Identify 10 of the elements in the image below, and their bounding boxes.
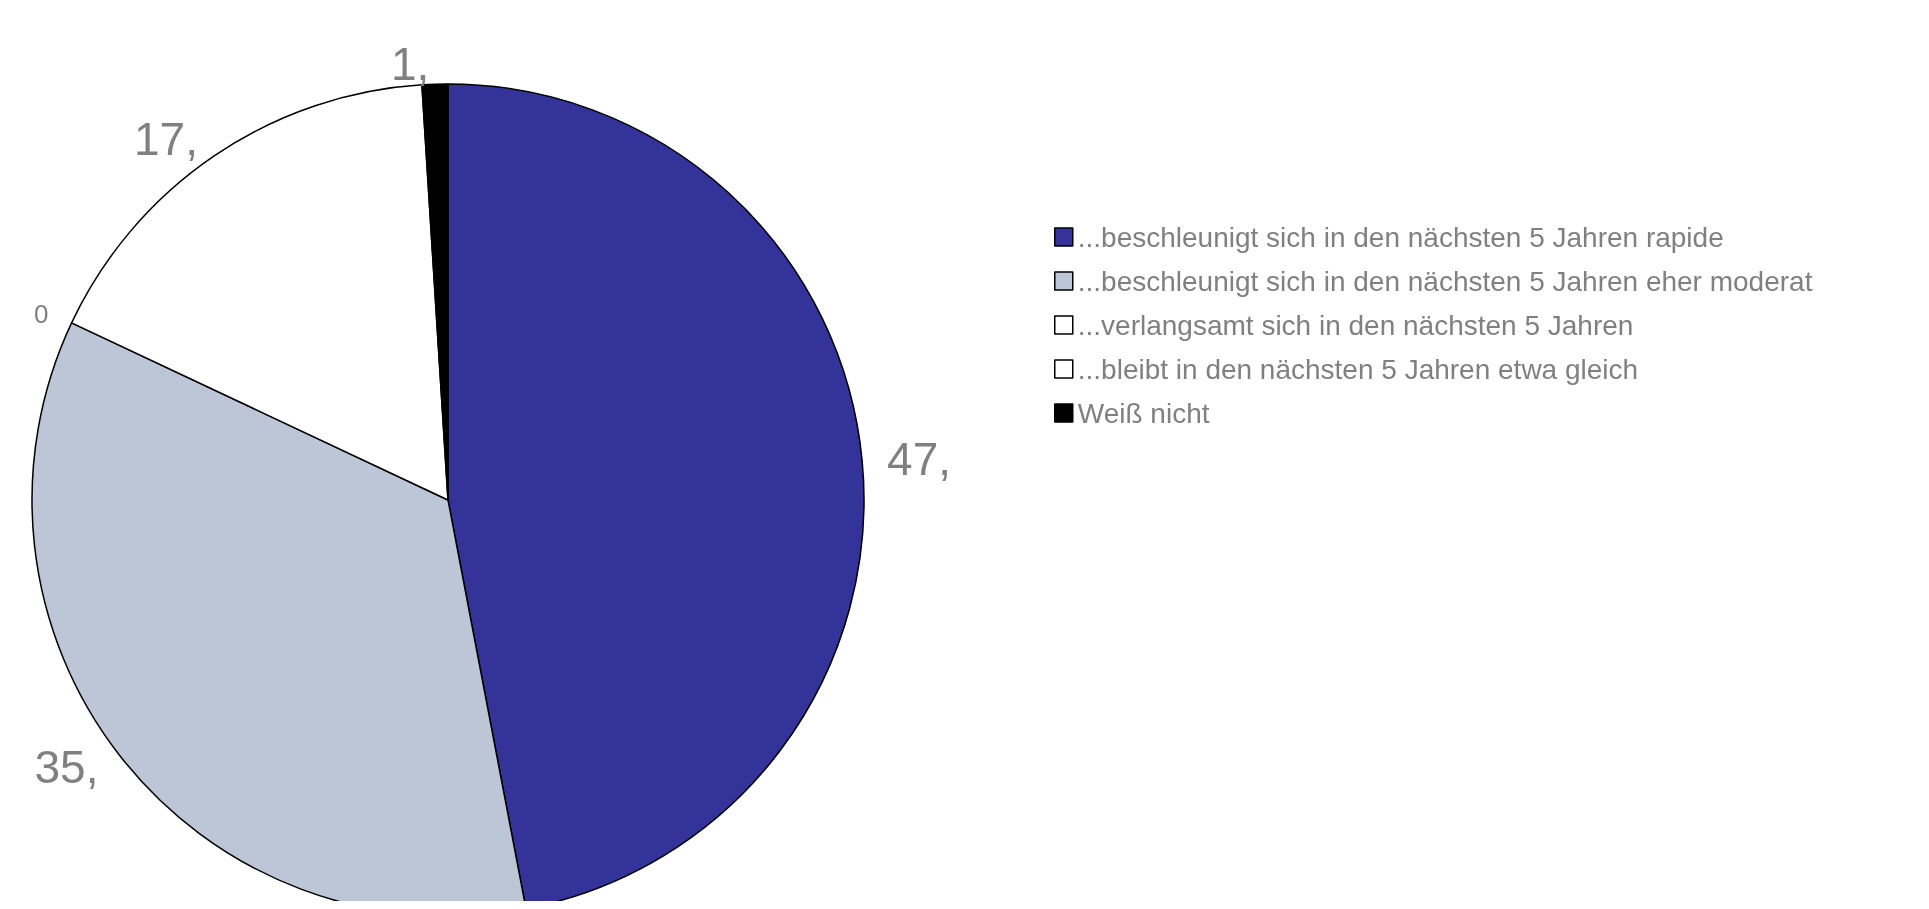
data-label: 47, (887, 432, 952, 485)
data-label: 17, (133, 113, 198, 166)
legend-label: ...verlangsamt sich in den nächsten 5 Jahren (1077, 309, 1634, 341)
legend-label: ...beschleunigt sich in den nächsten 5 Jahren eher moderat (1077, 265, 1813, 297)
data-label: 1, (390, 38, 430, 91)
legend-label: ...bleibt in den nächsten 5 Jahren etwa gleich (1077, 353, 1639, 385)
legend-label: ...beschleunigt sich in den nächsten 5 Jahren rapide (1077, 221, 1724, 253)
legend-label: Weiß nicht (1077, 397, 1210, 429)
text: 0 (34, 299, 49, 330)
data-label: 35, (34, 741, 99, 794)
